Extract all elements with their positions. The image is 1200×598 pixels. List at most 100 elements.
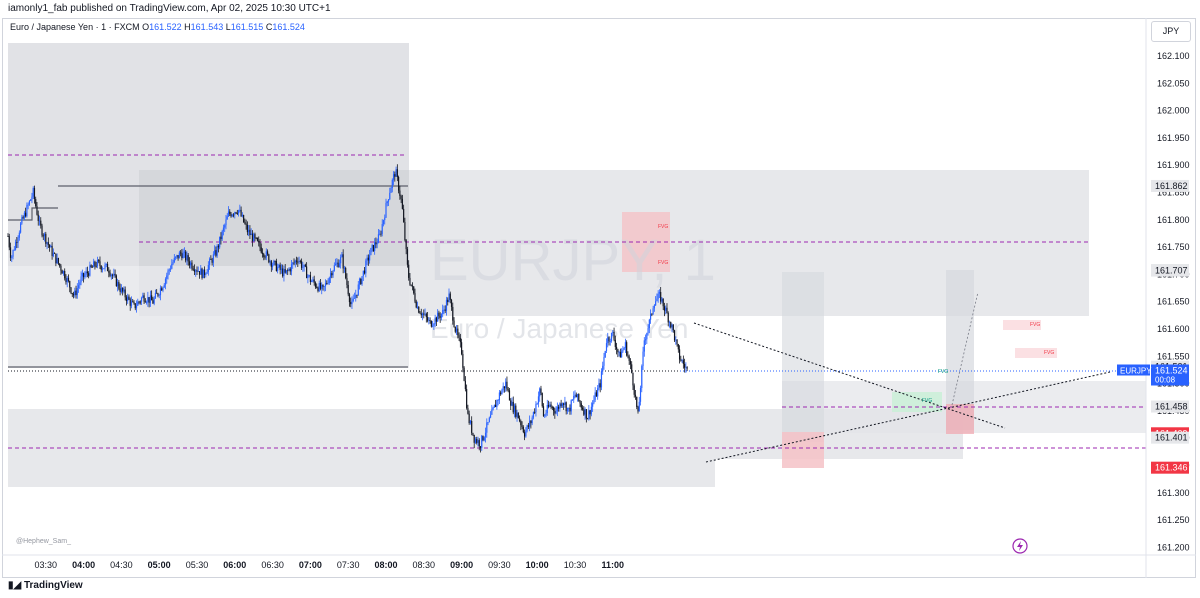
candle xyxy=(487,422,489,423)
candle xyxy=(627,355,629,357)
candle xyxy=(17,237,19,243)
y-tick-label: 161.900 xyxy=(1157,160,1190,170)
lightning-glyph xyxy=(1017,541,1023,551)
candle xyxy=(135,305,138,309)
candle xyxy=(64,270,66,279)
candle xyxy=(62,270,65,274)
candle xyxy=(534,411,536,413)
candle xyxy=(284,269,286,273)
candle xyxy=(79,282,81,286)
candle xyxy=(250,233,252,236)
fvg-zone xyxy=(892,392,942,412)
candle xyxy=(467,407,469,414)
candle xyxy=(253,234,255,242)
zone-box xyxy=(782,272,824,442)
candle xyxy=(190,262,192,266)
candle xyxy=(270,261,272,267)
candle xyxy=(361,276,363,285)
candle xyxy=(254,234,256,238)
candle xyxy=(612,331,614,333)
candle xyxy=(118,282,120,289)
candle xyxy=(114,273,116,276)
candle xyxy=(394,174,396,177)
candle xyxy=(225,219,227,226)
candle xyxy=(452,306,454,321)
price-badge-label: 161.401 xyxy=(1155,433,1188,443)
candle xyxy=(644,339,647,341)
candle xyxy=(395,169,397,177)
candle xyxy=(677,344,679,350)
candle xyxy=(227,211,230,217)
candle xyxy=(132,301,134,303)
currency-button[interactable]: JPY xyxy=(1151,21,1191,42)
candle xyxy=(329,273,332,278)
candle xyxy=(536,403,538,405)
candle xyxy=(399,190,401,196)
candle xyxy=(551,407,553,408)
candle xyxy=(615,346,618,350)
candle xyxy=(258,240,260,243)
candle xyxy=(237,210,240,214)
x-tick-label: 03:30 xyxy=(35,560,58,570)
candle xyxy=(544,415,546,417)
candle xyxy=(385,203,387,218)
candles-layer xyxy=(7,164,688,453)
candle xyxy=(377,234,380,243)
candle xyxy=(168,269,170,271)
candle xyxy=(594,392,596,400)
candle xyxy=(542,406,545,417)
candle xyxy=(440,313,443,318)
candle xyxy=(35,199,37,207)
candle xyxy=(307,275,309,279)
candle xyxy=(147,297,149,303)
candle xyxy=(178,252,180,259)
candle xyxy=(353,297,356,299)
candle xyxy=(356,294,358,296)
candle xyxy=(101,268,104,270)
time-axis: 03:30 04:00 04:30 05:00 05:30 06:00 06:30 07:00… xyxy=(2,554,1196,570)
candle xyxy=(285,270,288,273)
candle xyxy=(16,242,18,243)
candle xyxy=(264,256,266,258)
x-tick-label: 09:30 xyxy=(488,560,511,570)
candle xyxy=(478,440,480,447)
candle xyxy=(203,269,206,275)
x-tick-label: 11:00 xyxy=(602,560,625,570)
candle xyxy=(481,435,483,448)
candle xyxy=(69,281,71,288)
candle xyxy=(424,313,426,315)
candle xyxy=(410,284,412,286)
candle xyxy=(449,293,451,300)
candle xyxy=(495,404,497,408)
candle xyxy=(149,295,151,303)
candle xyxy=(191,262,193,269)
candle xyxy=(293,262,295,264)
candle xyxy=(405,240,407,250)
candle xyxy=(51,245,53,256)
candle xyxy=(14,242,17,250)
candle xyxy=(231,214,233,217)
candle xyxy=(202,269,204,279)
candle xyxy=(45,233,47,244)
candle xyxy=(609,341,611,342)
candle xyxy=(104,264,106,269)
candle xyxy=(415,301,417,308)
candle xyxy=(671,324,673,328)
x-tick-label: 07:30 xyxy=(337,560,360,570)
candle xyxy=(473,434,475,443)
candle xyxy=(234,212,236,215)
candle xyxy=(185,251,187,261)
candle xyxy=(195,270,197,272)
tradingview-logo[interactable]: ▮◢ TradingView xyxy=(8,580,83,591)
candle xyxy=(668,322,671,323)
candle xyxy=(505,381,507,389)
fvg-label: FVG xyxy=(938,369,948,375)
candle xyxy=(249,229,251,236)
candle xyxy=(639,388,642,402)
candle xyxy=(492,407,494,410)
candle xyxy=(629,360,632,365)
candle xyxy=(657,293,659,299)
candle xyxy=(169,268,172,270)
candle xyxy=(678,349,681,360)
